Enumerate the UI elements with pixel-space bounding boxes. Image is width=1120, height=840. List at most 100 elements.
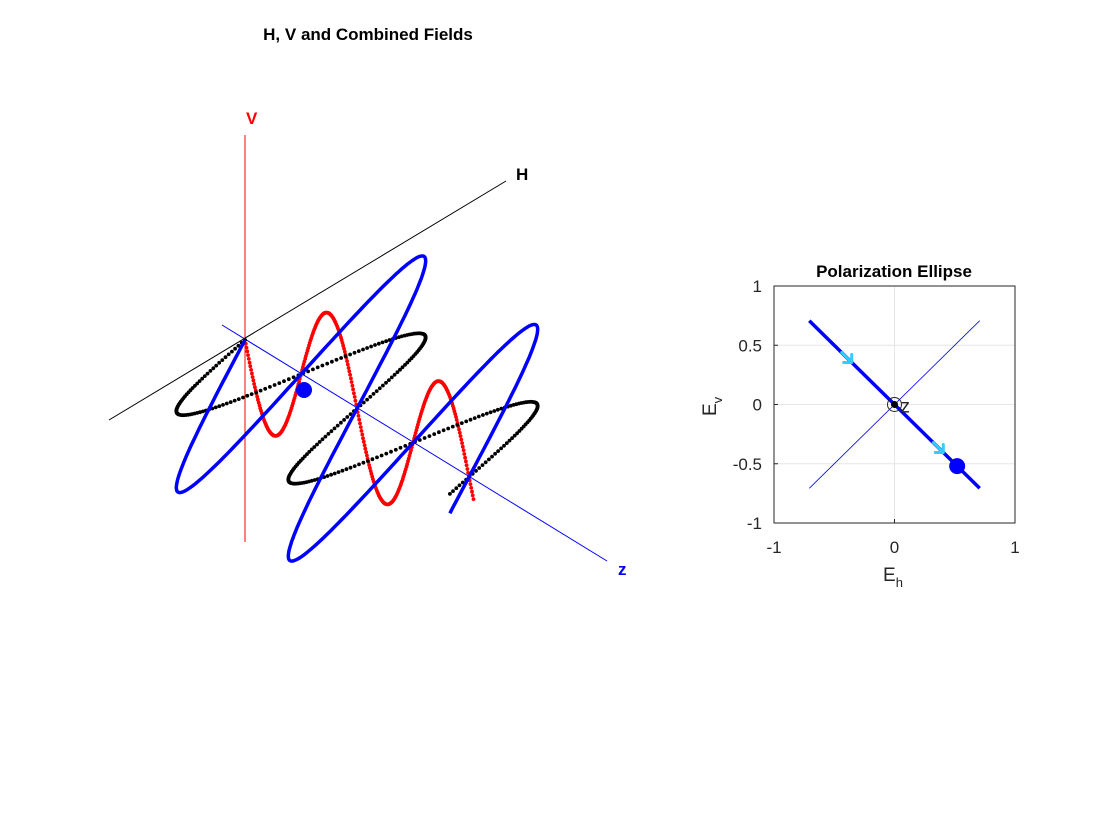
h-field-point [403, 363, 407, 367]
h-field-point [342, 418, 346, 422]
h-field-point [217, 360, 222, 365]
plot3d-title: H, V and Combined Fields [263, 25, 473, 44]
v-field-point [468, 482, 473, 486]
v-field-point [345, 359, 349, 363]
v-field-point [454, 418, 459, 422]
h-field-point [474, 469, 478, 473]
h-field-point [507, 438, 512, 443]
v-field-point [464, 459, 468, 464]
h-field-point [315, 365, 320, 370]
h-field-point [330, 359, 334, 364]
h-field-point [480, 463, 485, 467]
h-field-point [488, 410, 493, 415]
v-field-point [255, 394, 260, 399]
h-field-point [389, 375, 394, 380]
v-field-point [360, 432, 365, 437]
polarization-ellipse-plot: Polarization Ellipse -1 0 1 1 0.5 0 -0.5 -1 z E… [700, 262, 1020, 590]
combined-field-line [174, 254, 540, 563]
h-field-point [223, 355, 228, 360]
h-field-point [484, 411, 489, 416]
h-field-point [332, 471, 337, 476]
h-field-point [459, 421, 464, 425]
h-field-point [348, 465, 353, 470]
v-field-point [361, 439, 366, 444]
v-field-point [469, 486, 474, 490]
v-field-point [464, 463, 469, 468]
v-field-point [470, 489, 474, 494]
h-field-point [499, 446, 503, 451]
h-field-point [329, 472, 333, 477]
h-field-point [379, 453, 384, 458]
h-field-point [205, 371, 210, 376]
v-field-point [358, 421, 362, 426]
ellipse-ticks: -1 0 1 1 0.5 0 -0.5 -1 [733, 277, 1020, 557]
h-field-point [213, 405, 218, 410]
h-field-point [197, 379, 202, 383]
h-field-point [312, 445, 317, 449]
v-field-point [245, 349, 250, 354]
origin-ring [887, 397, 902, 412]
h-field-point [455, 422, 460, 427]
ellipse-title: Polarization Ellipse [816, 262, 972, 281]
h-field-point [515, 431, 519, 436]
v-field-point [346, 366, 351, 370]
h-field-point [277, 381, 282, 385]
v-field-point [357, 417, 362, 422]
v-field-point [342, 346, 346, 351]
h-field-point [348, 412, 353, 416]
h-field-point [487, 457, 491, 462]
h-field-point [311, 367, 315, 372]
h-field-point [339, 356, 343, 360]
h-field-point [380, 340, 385, 345]
h-field-point [307, 449, 312, 454]
h-field-point [499, 406, 504, 411]
v-field-point [461, 448, 466, 453]
h-field-point [236, 397, 241, 401]
h-field-point [496, 449, 500, 453]
h-field-point [490, 454, 494, 459]
h-field-point [306, 369, 310, 374]
h-field-point [392, 372, 397, 377]
h-field-point [368, 394, 373, 399]
h-field-point [373, 343, 377, 347]
h-field-point [403, 444, 408, 448]
v-field-wave [243, 310, 476, 507]
v-field-point [356, 414, 361, 418]
h-field-point [352, 350, 357, 355]
h-field-point [384, 339, 388, 344]
v-field-point [471, 497, 476, 501]
v-field-point [367, 463, 371, 467]
h-field-point [230, 349, 234, 354]
h-axis-line [108, 180, 507, 421]
h-field-point [427, 434, 432, 438]
h-field-point [329, 429, 334, 434]
ylabel-sub: v [710, 396, 725, 403]
v-field-point [248, 364, 253, 369]
ellipse-y-tick-label: 0.5 [738, 336, 762, 355]
h-field-point [315, 442, 319, 447]
ellipse-y-tick-label: 1 [753, 277, 762, 296]
h-field-point [481, 413, 485, 417]
h-field-point [365, 397, 369, 402]
h-field-point [417, 438, 422, 442]
h-field-point [195, 381, 200, 386]
h-field-point [335, 423, 340, 428]
v-field-point [246, 357, 251, 361]
v-field-point [412, 434, 417, 438]
h-field-point [476, 414, 481, 419]
h-field-point [312, 478, 317, 482]
v-field-point [345, 362, 350, 367]
h-field-point [282, 379, 286, 384]
v-field-point [253, 385, 257, 390]
direction-arrow [931, 441, 945, 455]
h-field-point [384, 451, 389, 456]
ellipse-series: z [808, 319, 981, 490]
ellipse-x-tick-label: 1 [1010, 538, 1019, 557]
h-field-point [325, 361, 330, 366]
h-field-point [334, 357, 339, 362]
h-field-point [512, 433, 517, 438]
h-field-point [464, 419, 469, 424]
ellipse-y-tick-label: 0 [753, 396, 762, 415]
h-field-point [220, 358, 225, 362]
